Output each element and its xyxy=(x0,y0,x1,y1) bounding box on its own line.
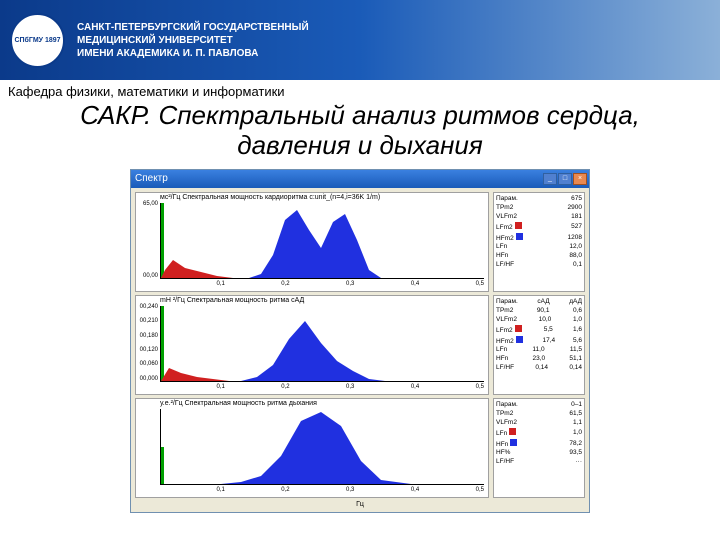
legend-3: Парам.0–1TPm261,5VLFm21,1LFn1,0HFn78,2HF… xyxy=(493,398,585,498)
header-banner: СПбГМУ 1897 САНКТ-ПЕТЕРБУРГСКИЙ ГОСУДАРС… xyxy=(0,0,720,80)
chart1-blue-area xyxy=(161,203,441,278)
app-window: Спектр _ □ × мс²/Гц Спектральная мощност… xyxy=(130,169,590,513)
chart3-yaxis xyxy=(138,407,158,485)
chart3-xlabel: Гц xyxy=(135,501,585,508)
legend-2: Парам.сАДдАДTPm290,10,6VLFm210,01,0LFm25… xyxy=(493,295,585,395)
window-buttons: _ □ × xyxy=(543,173,587,185)
legend-1: Парам.675TPm22900VLFm2181LFm2527HFm21208… xyxy=(493,192,585,292)
university-emblem: СПбГМУ 1897 xyxy=(10,13,65,68)
chart3-blue-area xyxy=(161,409,441,484)
chart2-yaxis: 00,24000,21000,18000,12000,06000,000 xyxy=(138,304,158,382)
chart-row-1: мс²/Гц Спектральная мощность кардиоритма… xyxy=(135,192,585,292)
chart-bp: mH ²/Гц Спектральная мощность ритма сАД … xyxy=(135,295,489,395)
maximize-icon[interactable]: □ xyxy=(558,173,572,185)
uni-line-1: САНКТ-ПЕТЕРБУРГСКИЙ ГОСУДАРСТВЕННЫЙ xyxy=(77,21,309,34)
chart1-xaxis: 0,10,20,30,40,5 xyxy=(160,281,484,289)
chart-row-2: mH ²/Гц Спектральная мощность ритма сАД … xyxy=(135,295,585,395)
chart2-xaxis: 0,10,20,30,40,5 xyxy=(160,384,484,392)
panel-body: мс²/Гц Спектральная мощность кардиоритма… xyxy=(131,188,589,512)
chart1-title: мс²/Гц Спектральная мощность кардиоритма… xyxy=(160,194,380,201)
department-line: Кафедра физики, математики и информатики xyxy=(0,80,720,99)
chart-resp: у.е.²/Гц Спектральная мощность ритма дых… xyxy=(135,398,489,498)
chart3-plot xyxy=(160,409,484,485)
uni-line-2: МЕДИЦИНСКИЙ УНИВЕРСИТЕТ xyxy=(77,34,309,47)
chart1-plot xyxy=(160,203,484,279)
chart2-blue-area xyxy=(161,306,441,381)
university-name: САНКТ-ПЕТЕРБУРГСКИЙ ГОСУДАРСТВЕННЫЙ МЕДИ… xyxy=(77,21,309,60)
uni-line-3: ИМЕНИ АКАДЕМИКА И. П. ПАВЛОВА xyxy=(77,47,309,60)
window-titlebar[interactable]: Спектр _ □ × xyxy=(131,170,589,188)
chart1-yaxis: 65,0000,00 xyxy=(138,201,158,279)
slide-title: САКР. Спектральный анализ ритмов сердца,… xyxy=(0,99,720,169)
minimize-icon[interactable]: _ xyxy=(543,173,557,185)
chart-cardio: мс²/Гц Спектральная мощность кардиоритма… xyxy=(135,192,489,292)
chart3-xaxis: 0,10,20,30,40,5 xyxy=(160,487,484,495)
chart3-title: у.е.²/Гц Спектральная мощность ритма дых… xyxy=(160,400,317,407)
window-title: Спектр xyxy=(135,173,168,184)
chart-row-3: у.е.²/Гц Спектральная мощность ритма дых… xyxy=(135,398,585,498)
chart2-title: mH ²/Гц Спектральная мощность ритма сАД xyxy=(160,297,304,304)
chart2-plot xyxy=(160,306,484,382)
close-icon[interactable]: × xyxy=(573,173,587,185)
